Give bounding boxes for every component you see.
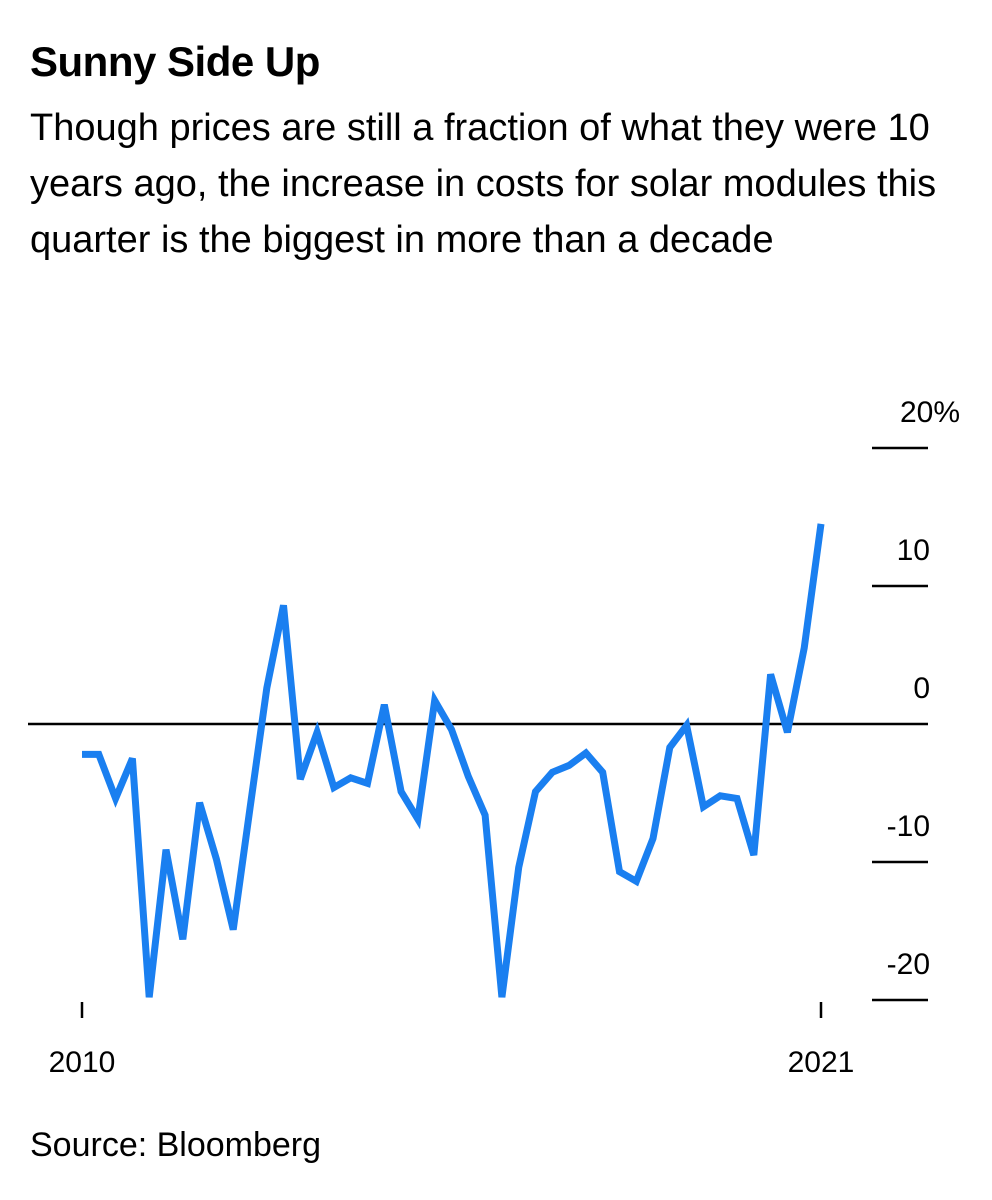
y-tick-label: -10 bbox=[887, 810, 930, 843]
chart-subtitle: Though prices are still a fraction of wh… bbox=[30, 107, 937, 261]
y-axis: 20% 10 0 -10 -20 bbox=[872, 396, 960, 1002]
y-tick-label: 10 bbox=[897, 534, 930, 567]
y-tick-label: -20 bbox=[887, 948, 930, 981]
y-tick-label: 20% bbox=[900, 396, 960, 429]
line-chart: 20% 10 0 -10 -20 2010 2021 bbox=[28, 396, 960, 1079]
x-tick-label: 2010 bbox=[49, 1046, 116, 1079]
x-axis: 2010 2021 bbox=[49, 1002, 855, 1079]
series-line bbox=[82, 523, 825, 998]
y-tick-label: 0 bbox=[913, 672, 930, 705]
chart-title: Sunny Side Up bbox=[30, 38, 320, 85]
x-tick-label: 2021 bbox=[788, 1046, 855, 1079]
source-note: Source: Bloomberg bbox=[30, 1126, 322, 1164]
